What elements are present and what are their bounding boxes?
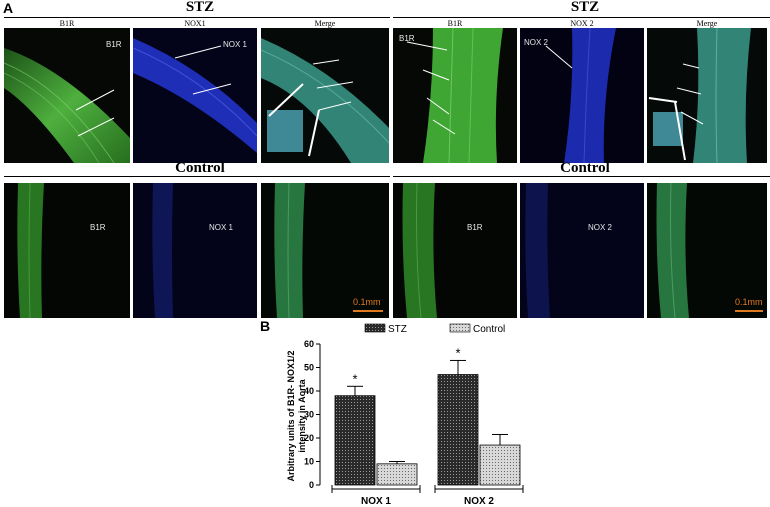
title-rule-left	[4, 17, 390, 18]
scale-text-left: 0.1mm	[353, 297, 381, 307]
col-label-merge-right: Merge	[696, 19, 718, 28]
y-tick-label: 20	[304, 433, 314, 443]
x-category-label: NOX 2	[464, 496, 494, 507]
legend-swatch-stz	[364, 323, 386, 333]
micrograph-stz-merge-left	[261, 28, 389, 163]
micrograph-control-b1r-left: B1R	[4, 183, 130, 318]
stz-title-left: STZ	[185, 0, 215, 15]
control-left-nox-inner-label: NOX 1	[209, 223, 234, 232]
micrograph-control-merge-right: 0.1mm	[647, 183, 767, 318]
col-label-merge-left: Merge	[314, 19, 336, 28]
bar-control-1	[479, 444, 521, 486]
y-tick-label: 10	[304, 457, 314, 467]
micrograph-control-b1r-right: B1R	[393, 183, 517, 318]
control-right-b1r-inner-label: B1R	[467, 223, 483, 232]
col-label-nox1: NOX1	[184, 19, 206, 28]
stz-right-b1r-inner-label: B1R	[399, 34, 415, 43]
micrograph-stz-nox2: NOX 2	[520, 28, 644, 163]
stz-left-b1r-inner-label: B1R	[106, 40, 122, 49]
bar-stz-0	[334, 395, 376, 486]
micrograph-stz-nox1: NOX 1	[133, 28, 257, 163]
col-label-b1r-left: B1R	[59, 19, 75, 28]
micrograph-stz-b1r-left: B1R	[4, 28, 130, 163]
control-left-b1r-inner-label: B1R	[90, 223, 106, 232]
scale-bar-left	[353, 310, 383, 312]
micrograph-stz-merge-right	[647, 28, 767, 163]
control-title-right: Control	[560, 160, 610, 176]
legend-label-control: Control	[473, 324, 505, 335]
panel-b-letter: B	[260, 318, 271, 334]
micrograph-control-nox2: NOX 2	[520, 183, 644, 318]
significance-star: *	[352, 371, 357, 386]
x-axis: NOX 1 NOX 2	[331, 485, 524, 507]
micrograph-control-nox1: NOX 1	[133, 183, 257, 318]
legend-label-stz: STZ	[388, 324, 407, 335]
micrograph-control-merge-left: 0.1mm	[261, 183, 389, 318]
chart-legend: STZ Control	[364, 323, 505, 335]
y-tick-label: 50	[304, 363, 314, 373]
y-axis: 0 10 20 30 40 50 60	[304, 339, 321, 490]
bar-stz-1	[437, 374, 479, 486]
control-right-nox-inner-label: NOX 2	[588, 223, 613, 232]
control-rule-left	[4, 176, 390, 177]
col-label-nox2: NOX 2	[570, 19, 594, 28]
legend-swatch-control	[449, 323, 471, 333]
bar-control-0	[376, 463, 418, 486]
panel-a-letter: A	[3, 0, 14, 16]
y-axis-label-line2: intensity in Aorta	[297, 378, 307, 452]
significance-star: *	[455, 345, 460, 360]
title-rule-right	[393, 17, 770, 18]
bars: **	[334, 345, 521, 486]
stz-left-nox-inner-label: NOX 1	[223, 40, 248, 49]
col-label-b1r-right: B1R	[447, 19, 463, 28]
y-axis-label-line1: Arbitrary units of B1R- NOX1/2	[286, 350, 296, 481]
stz-right-nox-inner-label: NOX 2	[524, 38, 549, 47]
y-tick-label: 60	[304, 339, 314, 349]
y-tick-label: 0	[309, 480, 314, 490]
x-category-label: NOX 1	[361, 496, 391, 507]
scale-text-right: 0.1mm	[735, 297, 763, 307]
control-title-left: Control	[175, 160, 225, 176]
y-tick-label: 40	[304, 386, 314, 396]
stz-title-right: STZ	[570, 0, 600, 15]
y-tick-label: 30	[304, 410, 314, 420]
scale-bar-right	[735, 310, 763, 312]
control-rule-right	[393, 176, 770, 177]
micrograph-stz-b1r-right: B1R	[393, 28, 517, 163]
